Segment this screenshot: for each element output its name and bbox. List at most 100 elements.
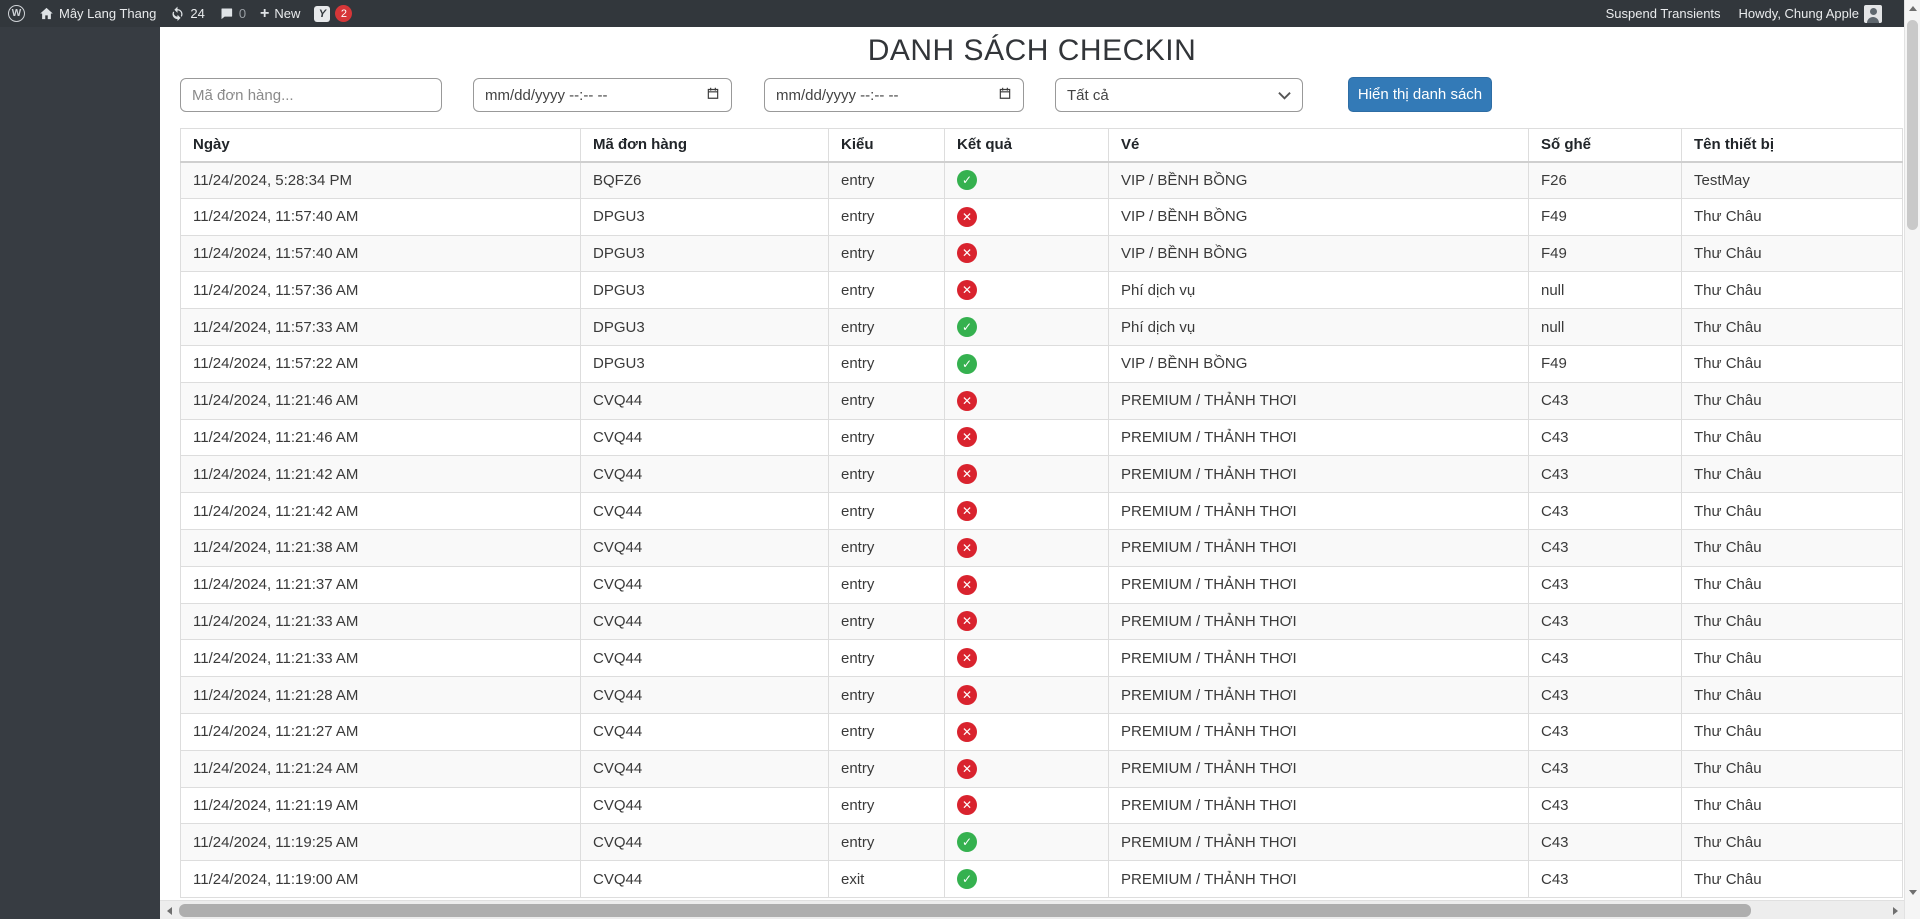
cell-kind: entry	[828, 602, 945, 641]
cell-result: ✕	[944, 381, 1109, 420]
table-row: 11/24/2024, 11:21:38 AM CVQ44 entry ✕ PR…	[180, 528, 1903, 567]
comments-link[interactable]: 0	[219, 6, 246, 21]
datetime-from-input[interactable]: mm/dd/yyyy --:-- --	[473, 78, 732, 112]
cell-result: ✕	[944, 565, 1109, 604]
yoast-notification-badge: 2	[335, 5, 353, 22]
cell-ticket: PREMIUM / THẢNH THƠI	[1108, 528, 1529, 567]
vertical-scrollbar[interactable]	[1904, 0, 1920, 919]
site-link[interactable]: Mây Lang Thang	[39, 6, 156, 21]
scroll-left-arrow[interactable]	[160, 901, 178, 919]
user-avatar	[1864, 4, 1882, 23]
status-filter-select[interactable]: Tất cả	[1055, 78, 1303, 112]
cell-ticket: PREMIUM / THẢNH THƠI	[1108, 676, 1529, 714]
cell-result: ✕	[944, 602, 1109, 641]
order-code-input[interactable]	[180, 78, 442, 112]
col-header-seat: Số ghế	[1528, 128, 1682, 163]
updates-count: 24	[190, 6, 205, 21]
scroll-down-arrow[interactable]	[1905, 884, 1920, 901]
cell-result: ✕	[944, 639, 1109, 678]
cell-seat: null	[1528, 308, 1682, 346]
calendar-icon[interactable]	[706, 86, 720, 104]
table-row: 11/24/2024, 11:57:22 AM DPGU3 entry ✓ VI…	[180, 344, 1903, 383]
fail-x-icon: ✕	[957, 685, 977, 706]
vertical-scrollbar-thumb[interactable]	[1907, 20, 1918, 230]
table-row: 11/24/2024, 11:57:40 AM DPGU3 entry ✕ VI…	[180, 197, 1903, 236]
cell-seat: F49	[1528, 197, 1682, 236]
cell-ticket: Phí dịch vụ	[1108, 271, 1529, 310]
cell-seat: C43	[1528, 492, 1682, 530]
horizontal-scrollbar[interactable]	[160, 900, 1904, 919]
cell-order-code: DPGU3	[580, 271, 829, 310]
cell-order-code: CVQ44	[580, 528, 829, 567]
cell-date: 11/24/2024, 11:21:19 AM	[180, 786, 581, 825]
fail-x-icon: ✕	[957, 758, 977, 779]
cell-device: Thư Châu	[1681, 455, 1903, 494]
cell-device: Thư Châu	[1681, 381, 1903, 420]
checkin-table: Ngày Mã đơn hàng Kiểu Kết quả Vé Số ghế …	[180, 128, 1903, 898]
cell-kind: entry	[828, 565, 945, 604]
admin-bar-right: Suspend Transients Howdy, Chung Apple	[1605, 4, 1894, 23]
calendar-icon[interactable]	[998, 86, 1012, 104]
fail-x-icon: ✕	[957, 721, 977, 742]
datetime-from-value: mm/dd/yyyy --:-- --	[485, 86, 608, 104]
col-header-order-code: Mã đơn hàng	[580, 128, 829, 163]
cell-kind: entry	[828, 418, 945, 457]
cell-device: Thư Châu	[1681, 418, 1903, 457]
cell-seat: C43	[1528, 639, 1682, 678]
cell-seat: C43	[1528, 602, 1682, 641]
cell-kind: entry	[828, 344, 945, 383]
my-account-menu[interactable]: Howdy, Chung Apple	[1738, 4, 1882, 23]
cell-kind: entry	[828, 234, 945, 273]
cell-result: ✕	[944, 712, 1109, 751]
admin-sidebar[interactable]	[0, 27, 160, 919]
wordpress-logo-icon: W	[8, 5, 25, 22]
horizontal-scrollbar-thumb[interactable]	[179, 904, 1751, 917]
success-check-icon: ✓	[957, 832, 977, 853]
cell-result: ✓	[944, 823, 1109, 862]
cell-order-code: CVQ44	[580, 418, 829, 457]
table-row: 11/24/2024, 11:21:46 AM CVQ44 entry ✕ PR…	[180, 418, 1903, 457]
col-header-ticket: Vé	[1108, 128, 1529, 163]
admin-bar-left: W Mây Lang Thang 24 0 +	[8, 4, 353, 22]
fail-x-icon: ✕	[957, 501, 977, 522]
table-row: 11/24/2024, 11:57:40 AM DPGU3 entry ✕ VI…	[180, 234, 1903, 273]
col-header-device: Tên thiết bị	[1681, 128, 1903, 163]
suspend-transients-link[interactable]: Suspend Transients	[1605, 6, 1721, 21]
scroll-right-arrow[interactable]	[1886, 901, 1904, 919]
cell-ticket: PREMIUM / THẢNH THƠI	[1108, 381, 1529, 420]
new-content-menu[interactable]: + New	[260, 4, 300, 22]
fail-x-icon: ✕	[957, 280, 977, 301]
datetime-to-input[interactable]: mm/dd/yyyy --:-- --	[764, 78, 1024, 112]
cell-result: ✕	[944, 749, 1109, 788]
cell-date: 11/24/2024, 11:21:46 AM	[180, 418, 581, 457]
table-row: 11/24/2024, 11:21:24 AM CVQ44 entry ✕ PR…	[180, 749, 1903, 788]
scroll-up-arrow[interactable]	[1905, 0, 1920, 17]
cell-kind: entry	[828, 712, 945, 751]
cell-order-code: CVQ44	[580, 749, 829, 788]
cell-order-code: CVQ44	[580, 381, 829, 420]
plus-icon: +	[260, 4, 270, 22]
cell-device: TestMay	[1681, 161, 1903, 199]
cell-result: ✓	[944, 860, 1109, 898]
updates-link[interactable]: 24	[170, 6, 205, 21]
cell-device: Thư Châu	[1681, 344, 1903, 383]
show-list-button[interactable]: Hiển thị danh sách	[1348, 77, 1492, 112]
cell-result: ✕	[944, 271, 1109, 310]
cell-seat: null	[1528, 271, 1682, 310]
cell-seat: C43	[1528, 786, 1682, 825]
yoast-seo-icon: Y	[314, 5, 331, 22]
cell-kind: entry	[828, 639, 945, 678]
yoast-menu[interactable]: Y 2	[314, 5, 353, 22]
comments-count: 0	[238, 6, 247, 21]
cell-order-code: CVQ44	[580, 565, 829, 604]
howdy-label: Howdy, Chung Apple	[1738, 6, 1859, 21]
wordpress-menu[interactable]: W	[8, 5, 25, 22]
site-name: Mây Lang Thang	[59, 6, 157, 21]
cell-date: 11/24/2024, 11:57:22 AM	[180, 344, 581, 383]
table-row: 11/24/2024, 11:21:42 AM CVQ44 entry ✕ PR…	[180, 455, 1903, 494]
cell-seat: C43	[1528, 749, 1682, 788]
cell-kind: entry	[828, 786, 945, 825]
home-icon	[39, 6, 54, 21]
cell-ticket: PREMIUM / THẢNH THƠI	[1108, 418, 1529, 457]
table-row: 11/24/2024, 11:19:25 AM CVQ44 entry ✓ PR…	[180, 823, 1903, 862]
